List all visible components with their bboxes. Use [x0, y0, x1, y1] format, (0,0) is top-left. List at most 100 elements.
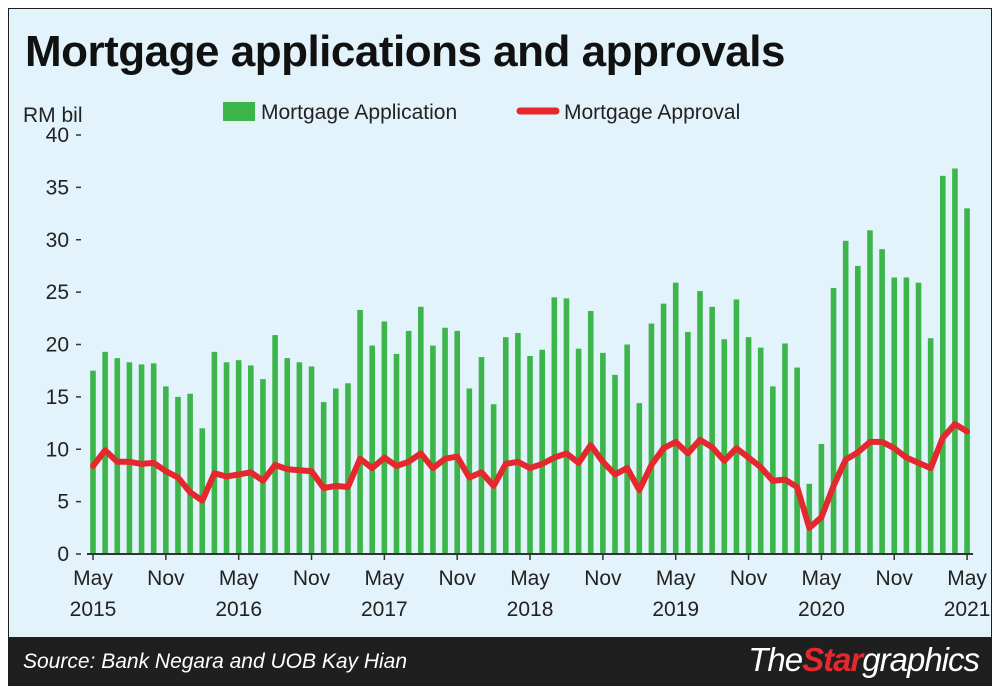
bar-application [405, 330, 412, 554]
bar-application [830, 287, 837, 554]
legend-swatch-application [223, 102, 255, 121]
bar-application [381, 321, 388, 554]
chart-area: Mortgage applications and approvals RM b… [9, 9, 991, 637]
bar-application [879, 249, 885, 555]
bar-application [539, 349, 545, 554]
bar-application [612, 374, 618, 554]
x-tick-month: Nov [293, 567, 331, 590]
bar-application [782, 343, 788, 554]
bar-application [284, 358, 291, 554]
bar-application [927, 338, 934, 554]
y-tick-label: 20 [46, 334, 69, 357]
y-tick-label: 40 [46, 124, 69, 147]
bar-application [551, 297, 558, 554]
bar-application [964, 208, 970, 554]
bar-application [794, 367, 800, 554]
bar-application [478, 357, 485, 554]
bar-application [587, 310, 594, 554]
bar-application [126, 362, 133, 554]
legend: Mortgage Application Mortgage Approval [223, 101, 740, 124]
bar-application [515, 332, 521, 554]
bar-application [114, 358, 121, 554]
y-tick-label: 30 [46, 229, 69, 252]
bar-application [563, 298, 570, 554]
bar-application [697, 291, 703, 554]
bar-application [248, 365, 254, 554]
bar-application [345, 383, 351, 554]
bar-application [138, 364, 145, 554]
x-tick-month: Nov [876, 567, 914, 590]
x-tick-month: Nov [439, 567, 477, 590]
bar-application [454, 330, 460, 554]
bar-application [357, 309, 363, 554]
bar-application [223, 362, 230, 554]
chart-frame: Mortgage applications and approvals RM b… [8, 8, 992, 686]
y-tick-label: 25 [46, 281, 69, 304]
x-tick-month: May [947, 567, 987, 590]
x-tick-year: 2020 [798, 598, 845, 621]
bar-application [272, 335, 278, 554]
x-tick-month: May [219, 567, 259, 590]
brand-graphics: graphics [862, 641, 980, 678]
x-tick-month: May [73, 567, 113, 590]
bar-application [575, 348, 582, 554]
bar-application [733, 299, 740, 554]
bar-application [466, 388, 473, 554]
bar-application [636, 403, 643, 554]
y-tick-label: 0 [57, 543, 69, 566]
y-axis: 0 5 10 15 20 25 30 35 40 [46, 124, 81, 566]
bar-application [903, 277, 910, 554]
y-tick-label: 10 [46, 438, 69, 461]
bar-application [430, 345, 436, 554]
bar-application [527, 356, 533, 554]
bar-application [757, 347, 764, 554]
bar-application [685, 331, 691, 554]
bar-application [235, 360, 242, 554]
x-tick-year: 2019 [652, 598, 699, 621]
y-tick-label: 5 [57, 491, 69, 514]
x-tick-year: 2016 [215, 598, 262, 621]
brand-the: The [748, 641, 803, 678]
x-tick-year: 2021 [944, 598, 991, 621]
bar-application [502, 337, 509, 554]
bar-application [867, 230, 873, 554]
bar-application [721, 339, 728, 554]
chart-title: Mortgage applications and approvals [25, 27, 785, 76]
chart-plot: RM bil Mortgage Application Mortgage App… [23, 101, 991, 621]
bar-application [187, 393, 193, 554]
bar-application [296, 362, 303, 554]
bar-series-application [90, 168, 970, 555]
bar-application [891, 277, 898, 554]
bar-application [745, 337, 752, 554]
bar-application [915, 282, 922, 554]
source-note: Source: Bank Negara and UOB Kay Hian [23, 650, 408, 673]
x-tick-year: 2015 [70, 598, 117, 621]
x-tick-month: May [510, 567, 550, 590]
bar-application [211, 351, 218, 554]
x-tick-year: 2017 [361, 598, 408, 621]
bar-application [600, 352, 606, 554]
bar-application [648, 323, 655, 554]
bar-application [842, 240, 849, 555]
bar-application [709, 306, 715, 554]
bar-application [818, 444, 825, 554]
x-tick-month: Nov [730, 567, 768, 590]
legend-label-application: Mortgage Application [261, 101, 457, 124]
bar-application [150, 363, 157, 554]
legend-label-approval: Mortgage Approval [564, 101, 740, 124]
x-tick-month: May [365, 567, 405, 590]
x-tick-month: Nov [147, 567, 185, 590]
brand-logo: TheStargraphics [748, 641, 980, 679]
y-axis-label: RM bil [23, 104, 83, 127]
bar-application [260, 379, 266, 554]
x-tick-month: Nov [584, 567, 622, 590]
bar-application [333, 388, 339, 554]
bar-application [199, 428, 206, 554]
x-tick-month: May [656, 567, 696, 590]
bar-application [417, 306, 424, 554]
y-tick-label: 15 [46, 386, 69, 409]
bar-application [660, 303, 667, 554]
bar-application [490, 404, 497, 554]
footer: Source: Bank Negara and UOB Kay Hian The… [9, 637, 991, 685]
x-tick-month: May [802, 567, 842, 590]
